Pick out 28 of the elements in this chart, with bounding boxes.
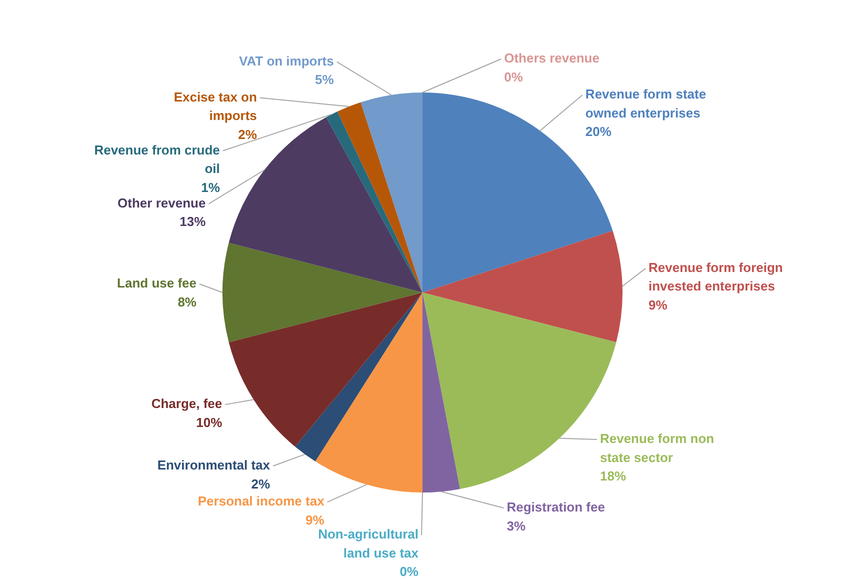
category-label: Others revenue xyxy=(504,50,600,66)
data-label: 5% xyxy=(315,72,334,88)
slice-label: VAT on imports xyxy=(239,53,334,68)
slice-label: Land use fee xyxy=(117,276,196,290)
slice-label: Revenue from crude oil xyxy=(94,142,220,176)
data-label: 2% xyxy=(238,126,258,142)
data-label: 8% xyxy=(178,294,197,310)
data-label: 9% xyxy=(306,512,325,528)
slice-label: Environmental tax xyxy=(157,458,271,473)
data-label: 9% xyxy=(648,297,668,312)
data-label: 13% xyxy=(180,214,206,230)
data-label: 3% xyxy=(506,518,526,534)
data-label: 2% xyxy=(251,476,270,492)
data-label: 1% xyxy=(201,180,220,195)
category-label: Non-agricultural land use tax xyxy=(318,526,419,560)
slice-label: Charge, fee xyxy=(151,396,222,412)
slice-label: Registration fee xyxy=(506,500,605,514)
slice-label: Revenue form state owned enterprises xyxy=(585,86,706,120)
text: 0% xyxy=(400,564,419,579)
slice-label: Revenue form non state sector xyxy=(600,431,714,465)
text: 0% xyxy=(504,69,523,84)
data-label: 18% xyxy=(600,468,626,484)
data-label: 20% xyxy=(585,124,612,139)
slice-label: Revenue form foreign invested enterprises xyxy=(648,260,783,294)
data-label: 10% xyxy=(196,414,223,430)
slice-label: Excise tax on imports xyxy=(174,89,257,124)
slice-label: Other revenue xyxy=(118,195,206,210)
slice-label: Personal income tax xyxy=(198,494,326,509)
